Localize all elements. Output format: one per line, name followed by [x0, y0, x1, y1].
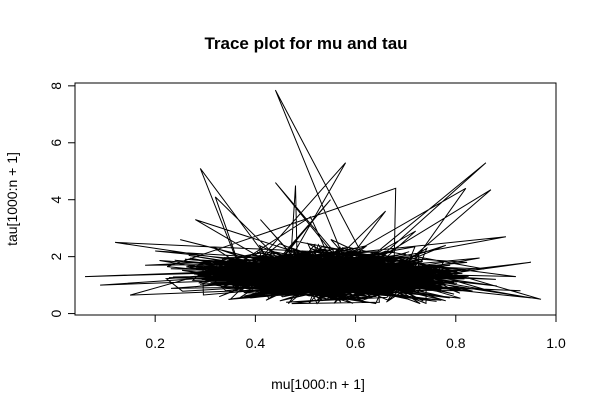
- x-tick-label: 0.6: [346, 335, 366, 351]
- y-tick-label: 0: [48, 309, 64, 317]
- x-tick-label: 0.8: [446, 335, 466, 351]
- x-tick-label: 1.0: [546, 335, 566, 351]
- x-tick-label: 0.4: [246, 335, 266, 351]
- x-axis-label: mu[1000:n + 1]: [271, 376, 365, 392]
- x-axis: 0.2 0.4 0.6 0.8 1.0: [145, 315, 566, 351]
- y-tick-label: 6: [48, 139, 64, 147]
- trace-series: [85, 90, 541, 304]
- x-tick-label: 0.2: [145, 335, 165, 351]
- y-tick-label: 8: [48, 82, 64, 90]
- y-tick-label: 4: [48, 196, 64, 204]
- chart-title: Trace plot for mu and tau: [204, 34, 407, 53]
- y-tick-label: 2: [48, 253, 64, 261]
- trace-line: [85, 90, 541, 304]
- y-axis: 0 2 4 6 8: [48, 82, 75, 318]
- y-axis-label: tau[1000:n + 1]: [4, 152, 20, 246]
